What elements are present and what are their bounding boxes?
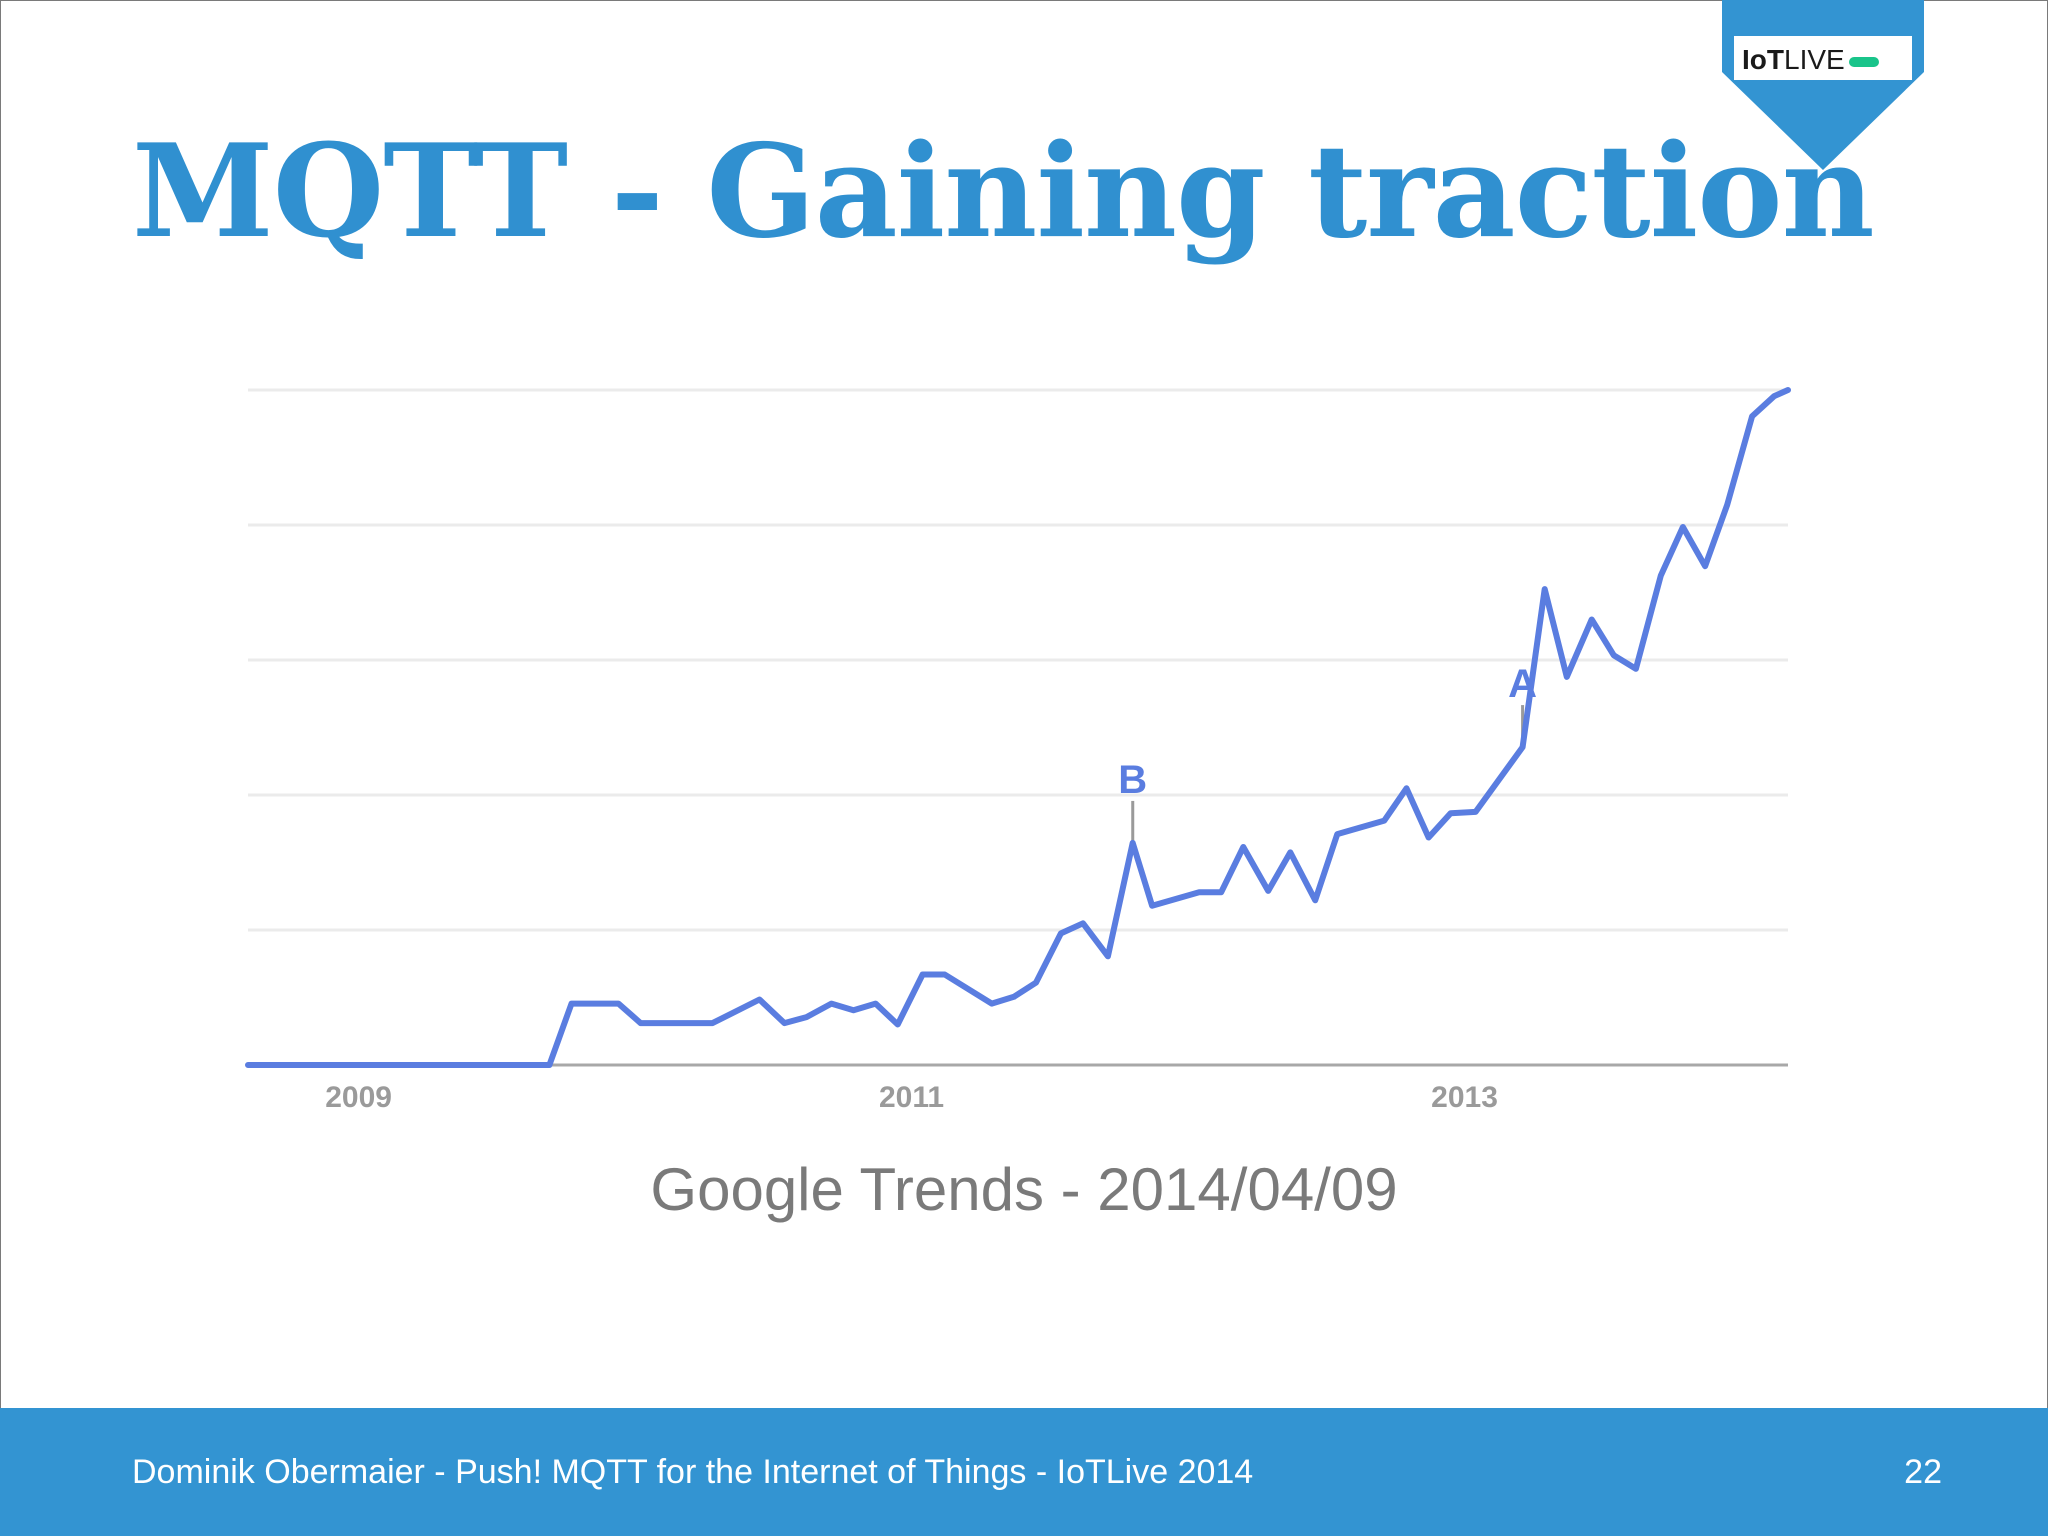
chart-caption: Google Trends - 2014/04/09 — [650, 1156, 1398, 1223]
x-tick-label: 2013 — [1431, 1081, 1498, 1114]
chart-grid — [248, 388, 1788, 932]
annotation-label: B — [1118, 758, 1147, 802]
x-axis-ticks: 2009 2011 2013 — [325, 1081, 1498, 1114]
trend-chart: 2009 2011 2013 BA — [240, 370, 1800, 1130]
logo-text-light: LIVE — [1784, 44, 1845, 75]
badge-logo-panel — [1734, 36, 1912, 80]
series-line — [245, 387, 1791, 1068]
slide-title: MQTT - Gaining traction — [132, 117, 1875, 267]
chart-background — [240, 370, 1800, 1130]
x-tick-label: 2009 — [325, 1081, 392, 1114]
page-number: 22 — [1904, 1453, 1942, 1491]
iotlive-badge — [1722, 0, 1924, 170]
footer-text: Dominik Obermaier - Push! MQTT for the I… — [132, 1453, 1254, 1491]
logo-swoosh-icon — [1848, 56, 1879, 67]
badge-shape — [1722, 0, 1924, 170]
x-tick-label: 2011 — [879, 1081, 944, 1114]
footer-bar: Dominik Obermaier - Push! MQTT for the I… — [0, 1408, 2048, 1536]
iotlive-logo: IoTLIVE — [1742, 40, 1912, 80]
logo-text-bold: IoT — [1742, 44, 1784, 75]
